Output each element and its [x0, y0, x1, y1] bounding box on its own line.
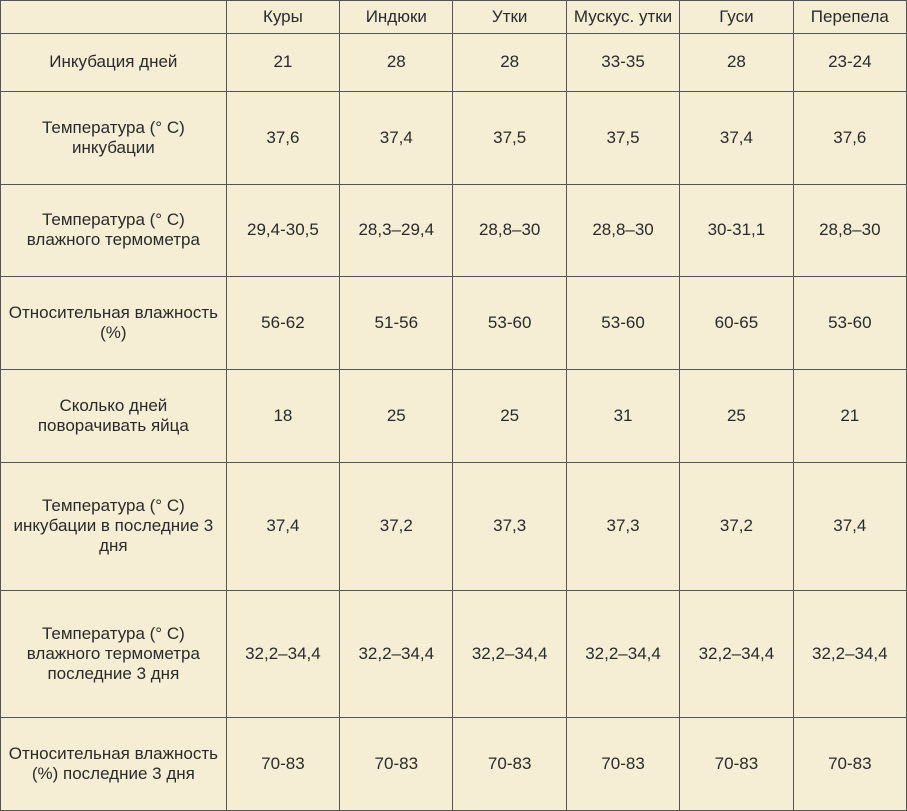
col-header: Индюки [340, 1, 453, 34]
cell: 37,4 [793, 462, 906, 590]
cell: 70-83 [566, 718, 679, 811]
col-header: Гуси [680, 1, 793, 34]
cell: 51-56 [340, 277, 453, 370]
cell: 37,6 [793, 91, 906, 184]
cell: 30-31,1 [680, 184, 793, 277]
col-header: Перепела [793, 1, 906, 34]
cell: 28 [453, 34, 566, 92]
row-label: Относительная влажность (%) [1, 277, 227, 370]
cell: 70-83 [680, 718, 793, 811]
table-row: Температура (° С) инкубации 37,6 37,4 37… [1, 91, 907, 184]
col-header: Утки [453, 1, 566, 34]
cell: 37,5 [453, 91, 566, 184]
cell: 32,2–34,4 [680, 590, 793, 718]
cell: 53-60 [566, 277, 679, 370]
table-row: Температура (° С) инкубации в последние … [1, 462, 907, 590]
cell: 37,3 [453, 462, 566, 590]
col-header: Мускус. утки [566, 1, 679, 34]
cell: 37,4 [680, 91, 793, 184]
cell: 21 [793, 370, 906, 463]
cell: 53-60 [453, 277, 566, 370]
cell: 37,6 [226, 91, 339, 184]
cell: 28,8–30 [793, 184, 906, 277]
col-header: Куры [226, 1, 339, 34]
table-row: Температура (° С) влажного термометра по… [1, 590, 907, 718]
cell: 18 [226, 370, 339, 463]
cell: 32,2–34,4 [226, 590, 339, 718]
cell: 37,2 [340, 462, 453, 590]
cell: 53-60 [793, 277, 906, 370]
cell: 33-35 [566, 34, 679, 92]
table-row: Температура (° С) влажного термометра 29… [1, 184, 907, 277]
header-row: Куры Индюки Утки Мускус. утки Гуси Переп… [1, 1, 907, 34]
cell: 32,2–34,4 [453, 590, 566, 718]
cell: 28,3–29,4 [340, 184, 453, 277]
row-label: Температура (° С) инкубации в последние … [1, 462, 227, 590]
cell: 23-24 [793, 34, 906, 92]
cell: 29,4-30,5 [226, 184, 339, 277]
cell: 21 [226, 34, 339, 92]
cell: 25 [453, 370, 566, 463]
cell: 28 [340, 34, 453, 92]
cell: 70-83 [226, 718, 339, 811]
row-label: Температура (° С) инкубации [1, 91, 227, 184]
header-blank [1, 1, 227, 34]
cell: 37,5 [566, 91, 679, 184]
incubation-table: Куры Индюки Утки Мускус. утки Гуси Переп… [0, 0, 907, 811]
row-label: Относительная влажность (%) последние 3 … [1, 718, 227, 811]
row-label: Сколько дней поворачивать яйца [1, 370, 227, 463]
cell: 70-83 [340, 718, 453, 811]
cell: 31 [566, 370, 679, 463]
table-row: Инкубация дней 21 28 28 33-35 28 23-24 [1, 34, 907, 92]
cell: 25 [340, 370, 453, 463]
cell: 37,4 [340, 91, 453, 184]
cell: 37,4 [226, 462, 339, 590]
cell: 28,8–30 [453, 184, 566, 277]
cell: 25 [680, 370, 793, 463]
table-row: Сколько дней поворачивать яйца 18 25 25 … [1, 370, 907, 463]
cell: 32,2–34,4 [793, 590, 906, 718]
cell: 37,3 [566, 462, 679, 590]
cell: 28,8–30 [566, 184, 679, 277]
cell: 70-83 [793, 718, 906, 811]
row-label: Инкубация дней [1, 34, 227, 92]
cell: 60-65 [680, 277, 793, 370]
cell: 56-62 [226, 277, 339, 370]
cell: 37,2 [680, 462, 793, 590]
row-label: Температура (° С) влажного термометра по… [1, 590, 227, 718]
cell: 32,2–34,4 [566, 590, 679, 718]
cell: 28 [680, 34, 793, 92]
table-row: Относительная влажность (%) последние 3 … [1, 718, 907, 811]
cell: 32,2–34,4 [340, 590, 453, 718]
cell: 70-83 [453, 718, 566, 811]
table-row: Относительная влажность (%) 56-62 51-56 … [1, 277, 907, 370]
row-label: Температура (° С) влажного термометра [1, 184, 227, 277]
